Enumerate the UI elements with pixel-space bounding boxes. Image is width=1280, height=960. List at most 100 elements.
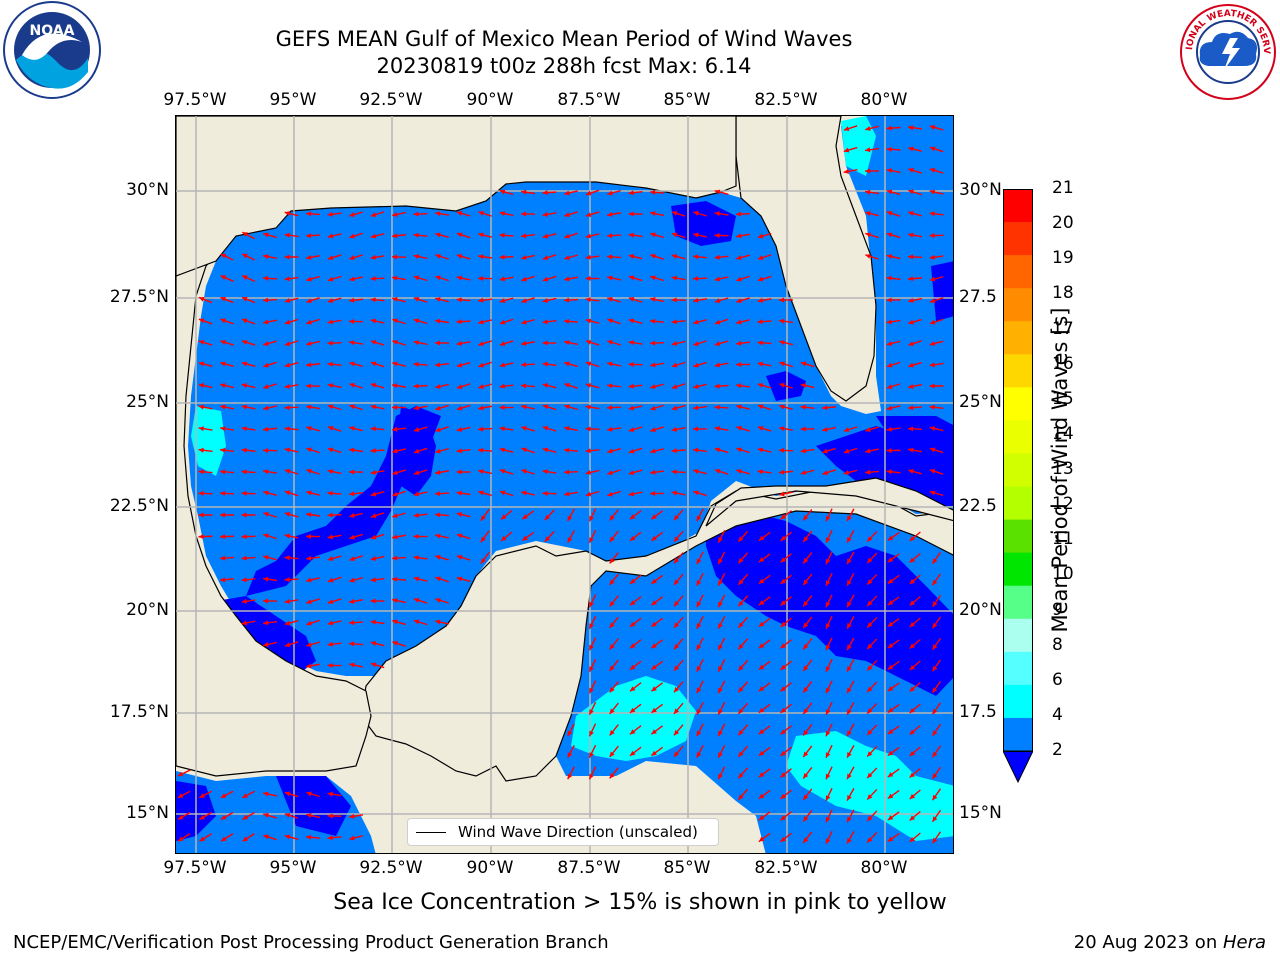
wind-wave-arrowhead <box>392 598 398 604</box>
wind-wave-arrowhead <box>696 752 702 758</box>
wind-wave-arrowhead <box>628 491 635 497</box>
wind-wave-arrowhead <box>370 383 377 388</box>
wind-wave-arrowhead <box>478 254 484 260</box>
wind-wave-arrowhead <box>628 361 634 367</box>
wind-wave-arrowhead <box>327 577 334 583</box>
wind-wave-arrowhead <box>263 620 269 626</box>
wind-wave-arrowhead <box>779 447 785 453</box>
wind-wave-arrowhead <box>825 666 831 672</box>
lon-tick-top: 95°W <box>269 90 317 110</box>
wind-wave-arrowhead <box>413 598 420 603</box>
wind-wave-arrowhead <box>650 469 656 475</box>
wind-wave-arrowhead <box>651 578 657 584</box>
colorbar-tick: 8 <box>1052 634 1063 655</box>
wind-wave-arrowhead <box>501 514 507 520</box>
wind-wave-arrowhead <box>521 404 527 410</box>
wind-wave-arrowhead <box>847 752 852 758</box>
wind-wave-arrowhead <box>241 490 247 496</box>
wind-wave-arrowhead <box>651 664 657 670</box>
wind-wave-arrowhead <box>349 513 355 518</box>
wind-wave-arrowhead <box>609 687 615 693</box>
colorbar-tick: 2 <box>1052 740 1063 760</box>
wind-wave-arrowhead <box>435 211 441 217</box>
wind-wave-arrowhead <box>671 232 678 238</box>
colorbar-block <box>1003 519 1033 554</box>
wind-wave-arrowhead <box>349 577 355 583</box>
wind-wave-arrowhead <box>865 126 871 131</box>
wind-wave-arrowhead <box>413 340 420 346</box>
wind-wave-arrowhead <box>696 730 702 737</box>
wind-wave-arrowhead <box>757 319 763 325</box>
colorbar-block <box>1003 717 1033 752</box>
footer-date-text: 20 Aug 2023 on <box>1073 932 1223 953</box>
wind-wave-arrowhead <box>567 773 573 780</box>
wind-wave-arrowhead <box>865 469 871 475</box>
wind-wave-arrowhead <box>650 189 656 195</box>
wind-wave-arrowhead <box>456 232 463 238</box>
wind-wave-arrowhead <box>220 490 226 496</box>
lat-tick-left: 25°N <box>126 392 169 412</box>
wind-wave-arrowhead <box>349 662 355 668</box>
wind-wave-arrowhead <box>671 211 678 216</box>
wind-wave-arrowhead <box>221 836 227 842</box>
lat-tick-right: 30°N <box>959 180 1002 200</box>
wind-wave-arrowhead <box>628 470 635 475</box>
wind-wave-arrowhead <box>199 793 205 798</box>
wind-wave-arrowhead <box>932 644 938 650</box>
wind-wave-arrowhead <box>306 340 312 346</box>
wind-wave-arrowhead <box>843 126 850 131</box>
wind-wave-arrowhead <box>929 211 935 217</box>
wind-wave-arrowhead <box>263 642 269 647</box>
wind-wave-arrowhead <box>564 361 570 367</box>
wind-wave-arrowhead <box>284 362 291 368</box>
wind-wave-arrowhead <box>499 211 506 217</box>
colorbar-tick: 20 <box>1052 213 1074 234</box>
wind-wave-arrowhead <box>843 168 850 174</box>
wind-wave-arrowhead <box>327 404 334 410</box>
wind-wave-arrowhead <box>370 276 376 282</box>
colorbar-block <box>1003 585 1033 620</box>
wind-wave-arrowhead <box>521 469 527 474</box>
wind-wave-arrowhead <box>867 600 873 607</box>
wind-wave-arrowhead <box>521 490 527 496</box>
wind-wave-arrowhead <box>780 815 786 821</box>
wind-wave-arrowhead <box>198 340 205 345</box>
wind-wave-arrowhead <box>929 319 936 325</box>
wind-wave-arrowhead <box>780 643 786 649</box>
wind-wave-arrowhead <box>456 254 463 259</box>
wind-wave-arrowhead <box>241 555 247 561</box>
wind-wave-arrowhead <box>392 404 398 410</box>
wind-wave-arrowhead <box>886 319 892 325</box>
wind-wave-arrowhead <box>585 233 592 239</box>
wind-wave-arrowhead <box>284 791 291 797</box>
wind-wave-arrowhead <box>370 619 376 625</box>
legend-label: Wind Wave Direction (unscaled) <box>458 823 698 841</box>
wind-wave-arrowhead <box>738 686 744 693</box>
wind-wave-arrowhead <box>542 490 548 496</box>
wind-wave-arrowhead <box>650 384 656 389</box>
wind-wave-arrowhead <box>714 189 721 195</box>
wind-wave-arrowhead <box>629 750 636 756</box>
wind-wave-arrowhead <box>909 578 916 584</box>
wind-wave-arrowhead <box>671 275 677 281</box>
wind-wave-arrowhead <box>370 491 377 497</box>
wind-wave-arrowhead <box>220 426 226 432</box>
wind-wave-arrowhead <box>564 404 570 410</box>
wind-wave-arrowhead <box>714 469 721 474</box>
wind-wave-arrowhead <box>306 276 312 282</box>
wind-wave-arrowhead <box>499 254 505 260</box>
wind-wave-arrowhead <box>263 791 269 797</box>
wind-wave-arrowhead <box>499 298 506 303</box>
wind-wave-arrowhead <box>413 275 420 281</box>
wind-wave-arrowhead <box>585 469 592 475</box>
wind-wave-arrowhead <box>628 297 635 302</box>
wind-wave-arrowhead <box>327 426 334 431</box>
wind-wave-arrowhead <box>241 620 247 626</box>
wind-wave-arrowhead <box>908 319 914 325</box>
wind-wave-arrowhead <box>456 469 462 475</box>
wind-wave-arrowhead <box>499 383 505 389</box>
wind-wave-arrowhead <box>865 168 871 174</box>
wind-wave-arrowhead <box>671 426 678 432</box>
wind-wave-arrowhead <box>609 730 615 736</box>
wind-wave-arrowhead <box>263 490 269 496</box>
